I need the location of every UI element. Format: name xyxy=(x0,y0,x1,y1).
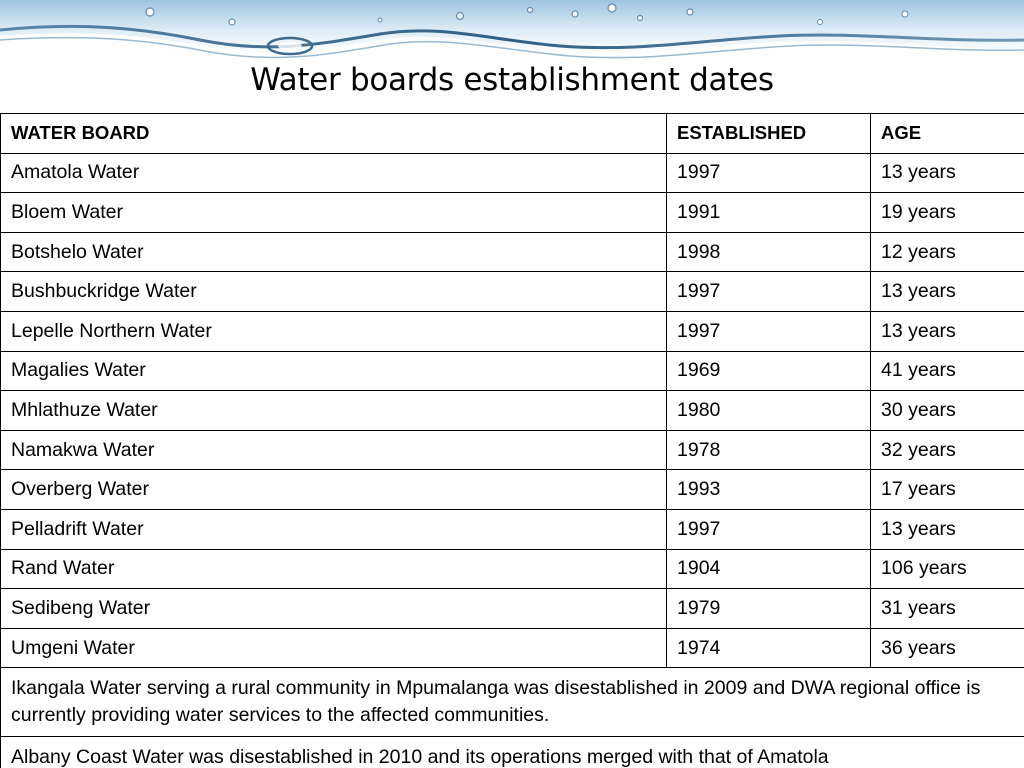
cell-established: 1998 xyxy=(666,231,871,273)
cell-established: 1993 xyxy=(666,469,871,510)
table-row: Overberg Water 1993 17 years xyxy=(0,469,1024,510)
cell-water-board: Overberg Water xyxy=(0,469,667,510)
cell-water-board: Mhlathuze Water xyxy=(0,390,667,431)
water-splash-banner xyxy=(0,0,1024,80)
cell-water-board: Rand Water xyxy=(0,548,667,590)
cell-established: 1997 xyxy=(666,508,871,550)
cell-established: 1974 xyxy=(666,627,871,669)
slide-title: Water boards establishment dates xyxy=(250,62,774,98)
cell-water-board: Pelladrift Water xyxy=(0,508,667,550)
table-row: Rand Water 1904 106 years xyxy=(0,548,1024,590)
header-age: AGE xyxy=(870,113,1024,154)
cell-water-board: Magalies Water xyxy=(0,350,667,392)
water-boards-table-container: WATER BOARD ESTABLISHED AGE Amatola Wate… xyxy=(0,113,1024,768)
cell-established: 1997 xyxy=(666,152,871,194)
cell-established: 1997 xyxy=(666,310,871,352)
table-row: Bushbuckridge Water 1997 13 years xyxy=(0,271,1024,312)
table-row: Bloem Water 1991 19 years xyxy=(0,192,1024,233)
cell-age: 13 years xyxy=(870,508,1024,550)
cell-water-board: Amatola Water xyxy=(0,152,667,194)
cell-age: 17 years xyxy=(870,469,1024,510)
cell-age: 106 years xyxy=(870,548,1024,590)
cell-age: 41 years xyxy=(870,350,1024,392)
cell-water-board: Lepelle Northern Water xyxy=(0,310,667,352)
cell-water-board: Umgeni Water xyxy=(0,627,667,669)
cell-age: 31 years xyxy=(870,588,1024,629)
note-ikangala: Ikangala Water serving a rural community… xyxy=(0,667,1024,738)
cell-established: 1978 xyxy=(666,429,871,471)
cell-age: 19 years xyxy=(870,192,1024,233)
cell-established: 1997 xyxy=(666,271,871,312)
cell-established: 1980 xyxy=(666,390,871,431)
header-established: ESTABLISHED xyxy=(666,113,871,154)
cell-age: 36 years xyxy=(870,627,1024,669)
table-row: Umgeni Water 1974 36 years xyxy=(0,627,1024,669)
cell-water-board: Namakwa Water xyxy=(0,429,667,471)
table-row: Lepelle Northern Water 1997 13 years xyxy=(0,310,1024,352)
cell-age: 12 years xyxy=(870,231,1024,273)
cell-age: 13 years xyxy=(870,310,1024,352)
cell-established: 1991 xyxy=(666,192,871,233)
table-row: Amatola Water 1997 13 years xyxy=(0,152,1024,194)
table-row: Pelladrift Water 1997 13 years xyxy=(0,508,1024,550)
cell-water-board: Sedibeng Water xyxy=(0,588,667,629)
table-row: Botshelo Water 1998 12 years xyxy=(0,231,1024,273)
table-header-row: WATER BOARD ESTABLISHED AGE xyxy=(0,113,1024,154)
note-albany-coast: Albany Coast Water was disestablished in… xyxy=(0,736,1024,768)
cell-established: 1904 xyxy=(666,548,871,590)
table-note-row: Albany Coast Water was disestablished in… xyxy=(0,736,1024,768)
table-row: Mhlathuze Water 1980 30 years xyxy=(0,390,1024,431)
cell-water-board: Botshelo Water xyxy=(0,231,667,273)
cell-age: 32 years xyxy=(870,429,1024,471)
water-boards-table: WATER BOARD ESTABLISHED AGE Amatola Wate… xyxy=(0,113,1024,768)
table-note-row: Ikangala Water serving a rural community… xyxy=(0,667,1024,738)
cell-age: 13 years xyxy=(870,152,1024,194)
cell-established: 1979 xyxy=(666,588,871,629)
cell-established: 1969 xyxy=(666,350,871,392)
table-row: Sedibeng Water 1979 31 years xyxy=(0,588,1024,629)
cell-age: 30 years xyxy=(870,390,1024,431)
water-splash-icon xyxy=(0,0,1024,59)
cell-age: 13 years xyxy=(870,271,1024,312)
table-row: Namakwa Water 1978 32 years xyxy=(0,429,1024,471)
table-row: Magalies Water 1969 41 years xyxy=(0,350,1024,392)
cell-water-board: Bushbuckridge Water xyxy=(0,271,667,312)
cell-water-board: Bloem Water xyxy=(0,192,667,233)
header-water-board: WATER BOARD xyxy=(0,113,667,154)
